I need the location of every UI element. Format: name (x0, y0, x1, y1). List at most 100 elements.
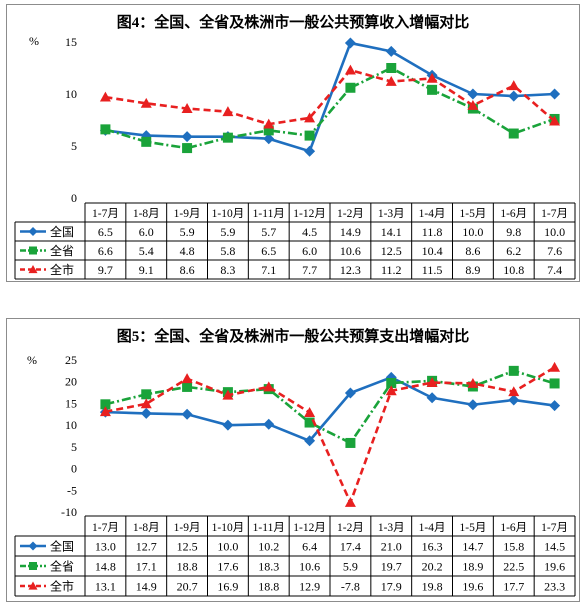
data-point (344, 64, 356, 75)
data-point (182, 143, 193, 154)
data-point (263, 118, 275, 129)
data-point (386, 378, 397, 389)
data-label: 22.5 (503, 560, 524, 574)
expenditure-chart: % -10 -5 0 5 10 15 20 25 1-7月 1-8月 1-9月 1-10月 1-11月 1-… (14, 353, 576, 597)
data-point (426, 392, 438, 404)
y-tick-label: -5 (67, 483, 77, 497)
data-point (549, 361, 561, 372)
data-label: 6.2 (506, 244, 521, 258)
data-label: 5.9 (180, 225, 195, 239)
y-tick-label: 10 (65, 87, 77, 101)
data-point (222, 132, 233, 143)
data-point (222, 389, 234, 400)
data-label: 17.4 (340, 540, 361, 554)
data-point (426, 72, 438, 83)
legend-marker (29, 562, 37, 570)
data-label: 7.4 (547, 263, 562, 277)
data-label: 13.1 (95, 580, 116, 594)
data-point (222, 106, 234, 117)
legend-marker (28, 541, 38, 551)
data-point (345, 82, 356, 93)
x-tick-label: 1-3月 (378, 208, 405, 220)
y-tick-label: 20 (65, 375, 77, 389)
x-tick-label: 1-4月 (419, 522, 446, 534)
data-point (385, 45, 397, 57)
data-label: 7.7 (302, 263, 317, 277)
data-label: 10.6 (340, 244, 361, 258)
revenue-chart: % 0 5 10 15 1-7月 1-8月 1-9月 1-10月 1-11月 1-12月 1-2月 1-… (14, 34, 576, 280)
data-label: 6.5 (98, 225, 113, 239)
data-point (181, 373, 193, 384)
data-label: 9.1 (139, 263, 154, 277)
x-tick-label: 1-5月 (459, 208, 486, 220)
chart-title: 图5：全国、全省及株洲市一般公共预算支出增幅对比 (116, 329, 470, 345)
legend-marker (28, 581, 38, 590)
data-label: 6.4 (302, 540, 317, 554)
y-tick-label: -10 (61, 505, 77, 519)
data-label: 8.3 (220, 263, 235, 277)
data-label: 18.8 (177, 560, 198, 574)
y-tick-label: 0 (71, 462, 77, 476)
series-line-2 (105, 66, 556, 150)
data-label: 12.7 (136, 540, 157, 554)
y-tick-label: 5 (71, 139, 77, 153)
data-label: 14.9 (136, 580, 157, 594)
data-label: 20.2 (422, 560, 443, 574)
data-point (263, 133, 275, 145)
data-point (549, 88, 561, 100)
data-label: 16.3 (422, 540, 443, 554)
data-point (467, 88, 479, 100)
data-label: 17.9 (381, 580, 402, 594)
legend-label: 全国 (50, 539, 74, 554)
data-label: 5.9 (220, 225, 235, 239)
legend-label: 全市 (50, 262, 74, 277)
x-tick-label: 1-9月 (174, 208, 201, 220)
data-point (549, 378, 560, 389)
data-label: 16.9 (217, 580, 238, 594)
data-point (304, 130, 315, 141)
data-label: 21.0 (381, 540, 402, 554)
data-point (100, 399, 111, 410)
x-tick-label: 1-10月 (212, 208, 245, 220)
legend-label: 全省 (50, 559, 74, 574)
data-point (304, 417, 315, 428)
data-point (508, 90, 520, 102)
data-label: 7.1 (261, 263, 276, 277)
data-point (181, 408, 193, 420)
data-point (140, 398, 152, 409)
data-point (345, 437, 356, 448)
x-tick-label: 1-6月 (500, 522, 527, 534)
data-label: 6.0 (302, 244, 317, 258)
x-tick-label: 1-5月 (459, 522, 486, 534)
legend-label: 全省 (50, 243, 74, 258)
data-label: 4.8 (180, 244, 195, 258)
data-label: 8.6 (180, 263, 195, 277)
data-label: 12.5 (177, 540, 198, 554)
data-label: 17.6 (217, 560, 238, 574)
x-tick-label: 1-10月 (212, 522, 245, 534)
expenditure-chart-panel: 图5：全国、全省及株洲市一般公共预算支出增幅对比 % -10 -5 0 5 10 15 20 2… (6, 318, 580, 602)
data-point (263, 418, 275, 430)
data-point (141, 389, 152, 400)
x-tick-label: 1-9月 (174, 522, 201, 534)
data-point (141, 136, 152, 147)
data-label: 14.7 (462, 540, 483, 554)
data-point (263, 125, 274, 136)
x-tick-label: 1-11月 (253, 208, 285, 220)
data-label: 12.3 (340, 263, 361, 277)
data-label: 9.7 (98, 263, 113, 277)
data-label: 10.0 (217, 540, 238, 554)
data-label: 13.0 (95, 540, 116, 554)
data-label: 10.8 (503, 263, 524, 277)
data-label: 14.8 (95, 560, 116, 574)
data-point (385, 76, 397, 86)
data-label: 19.7 (381, 560, 402, 574)
y-tick-label: 15 (65, 35, 77, 49)
x-tick-label: 1-8月 (133, 522, 160, 534)
data-point (181, 131, 193, 143)
data-label: 6.5 (261, 244, 276, 258)
data-point (508, 365, 519, 376)
data-label: 5.4 (139, 244, 154, 258)
data-label: 19.6 (462, 580, 483, 594)
x-tick-label: 1-11月 (253, 522, 285, 534)
